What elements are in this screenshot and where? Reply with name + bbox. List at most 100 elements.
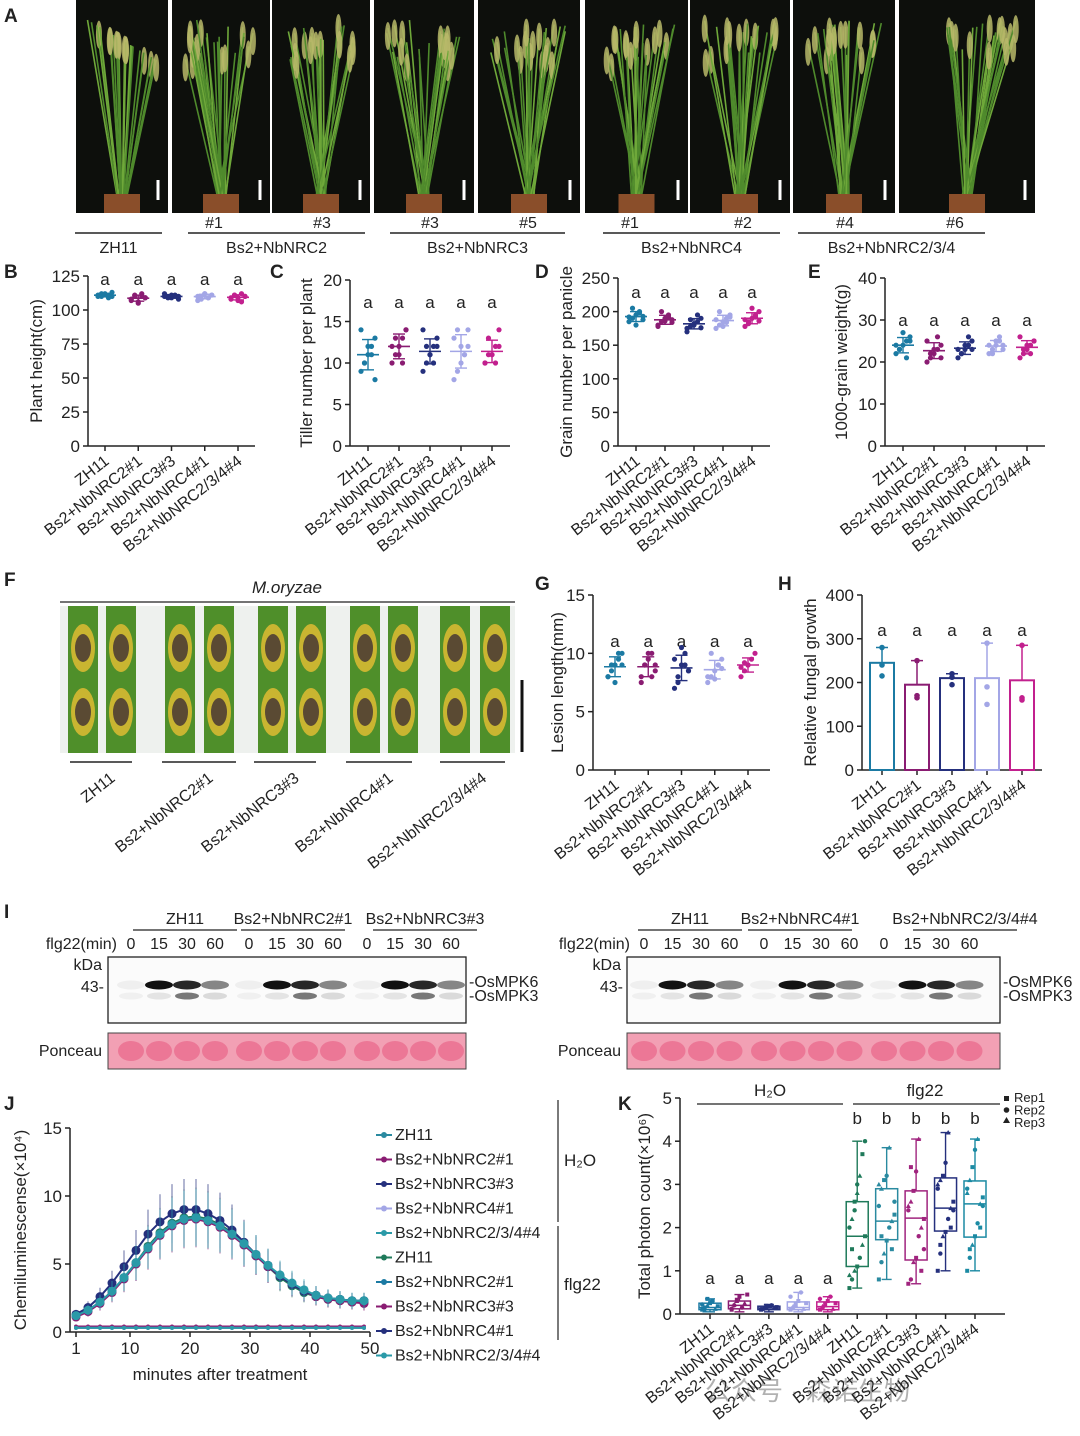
significance-letter: a (660, 283, 670, 302)
point-rep1 (906, 1281, 911, 1286)
marker (155, 1229, 165, 1239)
band-osmpk6 (750, 980, 778, 990)
data-point (451, 377, 457, 383)
panicle (1003, 37, 1010, 66)
panicle (831, 26, 838, 55)
point-rep3 (849, 1216, 855, 1221)
point-rep3 (852, 1268, 858, 1273)
data-point (1000, 342, 1006, 348)
point-rep2 (965, 1186, 970, 1191)
leaf (423, 47, 453, 197)
significance-letter: a (960, 311, 970, 330)
ponceau-band (631, 1041, 657, 1061)
panicle (448, 41, 455, 70)
marker (335, 1294, 345, 1304)
point-rep2 (879, 1259, 884, 1265)
leaf (112, 34, 122, 197)
y-tick-label: 15 (43, 1119, 62, 1138)
osmpk3-label: -OsMPK3 (469, 988, 538, 1005)
panicle (391, 19, 398, 48)
leaf (816, 33, 840, 197)
lesion (211, 634, 227, 662)
point-rep1 (980, 1195, 985, 1200)
significance-letter: a (677, 632, 687, 651)
data-point (893, 351, 899, 357)
marker (326, 1325, 330, 1330)
leaf (189, 26, 224, 197)
band-osmpk3 (439, 992, 463, 1000)
data-point (671, 685, 678, 691)
leaf (605, 52, 639, 197)
data-point (482, 360, 488, 366)
time-label: 0 (363, 936, 372, 953)
panicle (551, 18, 558, 47)
lesion (75, 698, 91, 726)
band-osmpk6 (715, 980, 744, 990)
treatment-label: flg22(min) (559, 936, 630, 953)
panicle (221, 44, 228, 73)
y-tick-label: 40 (858, 269, 877, 288)
leaf (123, 50, 141, 197)
y-axis-label: Chemiluminescense(×10⁴) (11, 1130, 30, 1331)
ponceau-band (382, 1041, 408, 1061)
panicle (186, 25, 193, 54)
band-osmpk3 (119, 992, 143, 1000)
band-osmpk3 (752, 992, 776, 1000)
point-rep2 (862, 1139, 868, 1144)
y-tick-label: 0 (601, 437, 610, 456)
significance-letter: a (233, 270, 243, 289)
time-label: 15 (904, 936, 922, 953)
significance-letter: a (456, 293, 466, 312)
bar (1009, 679, 1035, 771)
time-label: 30 (178, 936, 196, 953)
data-point (626, 319, 632, 325)
point-rep1 (882, 1178, 887, 1183)
y-tick-label: 10 (858, 395, 877, 414)
point-rep3 (937, 1177, 943, 1183)
panicle (856, 21, 863, 50)
significance-letter: b (941, 1109, 950, 1128)
band-osmpk3 (383, 992, 407, 1000)
leaf (419, 31, 442, 197)
time-label: 0 (245, 936, 254, 953)
legend-marker (381, 1254, 387, 1261)
marker (158, 1325, 162, 1330)
band-osmpk6 (658, 980, 687, 990)
x-tick-label: 10 (121, 1339, 140, 1358)
significance-letter: a (991, 311, 1001, 330)
marker (98, 1325, 102, 1330)
ponceau-band (688, 1041, 714, 1061)
legend-marker (381, 1303, 387, 1310)
line-number-label: #2 (734, 215, 752, 232)
point-rep2 (769, 1303, 774, 1308)
point-rep3 (854, 1190, 860, 1196)
series-line (71, 1189, 369, 1321)
leaf (311, 32, 319, 197)
plant-photo (478, 0, 580, 213)
point-rep1 (935, 1268, 940, 1273)
leaf (529, 31, 567, 197)
band-osmpk3 (929, 992, 953, 1000)
point-rep1 (914, 1255, 919, 1260)
significance-letter: a (487, 293, 497, 312)
point-rep1 (817, 1307, 822, 1312)
panicle (702, 48, 709, 77)
point-rep2 (916, 1234, 921, 1239)
legend-label: Bs2+NbNRC2/3/4#4 (395, 1225, 541, 1242)
pot (826, 194, 862, 213)
point-rep2 (887, 1225, 892, 1230)
panel-label-C: C (270, 262, 284, 283)
lesion (395, 634, 411, 662)
point-rep2 (817, 1296, 823, 1302)
box (845, 1200, 869, 1268)
data-point (984, 684, 990, 690)
significance-letter: b (911, 1109, 920, 1128)
time-label: 15 (784, 936, 802, 953)
time-label: 60 (206, 936, 224, 953)
leaf (400, 43, 427, 197)
significance-letter: a (947, 621, 957, 640)
band-osmpk3 (660, 992, 685, 1000)
group-label: Bs2+NbNRC3 (427, 240, 528, 257)
ponceau-band (354, 1041, 380, 1061)
